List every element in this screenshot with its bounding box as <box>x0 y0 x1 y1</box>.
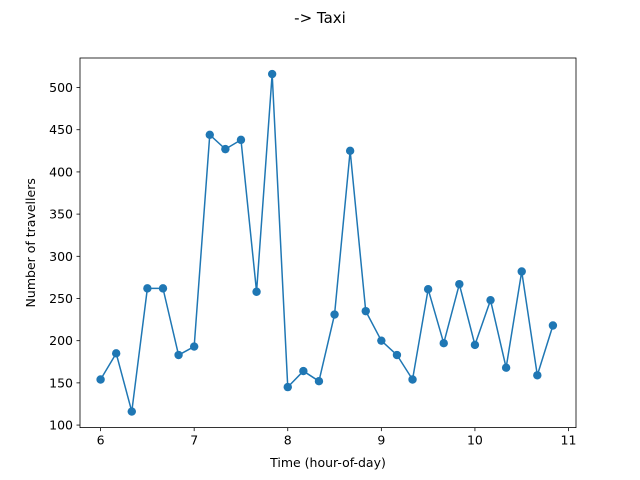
x-tick-label: 8 <box>284 433 292 448</box>
data-point <box>314 376 324 386</box>
plot-area <box>80 58 576 428</box>
data-point <box>205 130 214 139</box>
data-point <box>377 336 386 345</box>
y-tick-label: 200 <box>49 333 73 348</box>
data-point <box>361 306 370 316</box>
data-point <box>299 366 308 376</box>
data-point <box>423 285 433 294</box>
series-line <box>99 73 554 413</box>
data-point <box>501 363 511 372</box>
data-point <box>174 350 183 360</box>
y-tick-label: 150 <box>49 375 73 390</box>
data-point <box>236 135 246 145</box>
y-tick-label: 350 <box>49 207 73 222</box>
data-point <box>517 267 526 276</box>
data-point <box>127 407 136 416</box>
data-point <box>345 146 355 156</box>
series-layer <box>96 69 558 416</box>
x-axis-label: Time (hour-of-day) <box>269 455 386 470</box>
y-tick-label: 500 <box>49 80 73 95</box>
data-point <box>111 349 121 358</box>
x-tick-label: 7 <box>190 433 198 448</box>
data-point <box>252 287 261 296</box>
x-tick-label: 6 <box>97 433 105 448</box>
y-tick-label: 400 <box>49 164 73 179</box>
x-axis: 6 7 8 9 10 11 <box>97 427 577 448</box>
y-axis: 100 150 200 250 300 350 400 450 500 <box>49 80 80 433</box>
y-axis-label: Number of travellers <box>23 178 38 307</box>
data-point <box>158 284 168 293</box>
data-point <box>533 371 542 380</box>
data-point <box>455 279 464 289</box>
data-point <box>470 340 480 350</box>
data-point <box>189 342 199 351</box>
data-point <box>439 339 448 348</box>
data-point <box>548 321 558 330</box>
y-tick-label: 450 <box>49 122 73 137</box>
plot-frame <box>79 57 577 429</box>
y-tick-label: 250 <box>49 291 73 306</box>
y-tick-label: 300 <box>49 249 73 264</box>
data-point <box>267 69 277 79</box>
data-point <box>330 310 339 319</box>
data-point <box>392 350 402 360</box>
x-tick-label: 9 <box>377 433 385 448</box>
y-tick-label: 100 <box>49 418 73 433</box>
data-point <box>96 375 105 384</box>
chart-title: -> Taxi <box>294 9 346 27</box>
data-point <box>143 284 152 293</box>
data-point <box>221 144 230 154</box>
x-tick-label: 11 <box>561 433 577 448</box>
data-point <box>283 382 292 392</box>
x-tick-label: 10 <box>467 433 483 448</box>
data-point <box>408 375 417 384</box>
data-point <box>486 295 495 305</box>
